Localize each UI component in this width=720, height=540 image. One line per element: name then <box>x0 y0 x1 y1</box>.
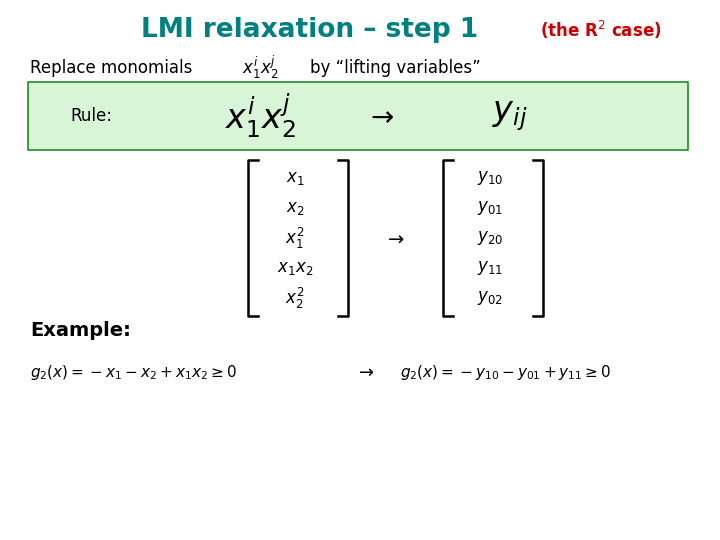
Text: $\rightarrow$: $\rightarrow$ <box>355 363 375 381</box>
Text: $x_1$: $x_1$ <box>286 169 305 187</box>
Text: Replace monomials: Replace monomials <box>30 59 192 77</box>
Text: $x_1^i x_2^j$: $x_1^i x_2^j$ <box>225 92 295 140</box>
Text: $\rightarrow$: $\rightarrow$ <box>365 102 395 130</box>
Text: $g_2(x) = -y_{10} - y_{01} + y_{11} \geq 0$: $g_2(x) = -y_{10} - y_{01} + y_{11} \geq… <box>400 362 611 381</box>
Text: $y_{11}$: $y_{11}$ <box>477 259 503 277</box>
Text: $\rightarrow$: $\rightarrow$ <box>384 228 405 247</box>
Text: (the R$^2$ case): (the R$^2$ case) <box>540 19 662 41</box>
Text: $x_1^i x_2^j$: $x_1^i x_2^j$ <box>242 54 278 82</box>
Text: $y_{ij}$: $y_{ij}$ <box>492 99 528 133</box>
Text: LMI relaxation – step 1: LMI relaxation – step 1 <box>141 17 479 43</box>
Text: $x_1 x_2$: $x_1 x_2$ <box>277 259 313 277</box>
Text: $x_2$: $x_2$ <box>286 199 305 217</box>
Text: Rule:: Rule: <box>70 107 112 125</box>
Text: $g_2(x) = -x_1 - x_2 + x_1 x_2 \geq 0$: $g_2(x) = -x_1 - x_2 + x_1 x_2 \geq 0$ <box>30 362 237 381</box>
Text: $y_{20}$: $y_{20}$ <box>477 229 503 247</box>
Text: $y_{02}$: $y_{02}$ <box>477 289 503 307</box>
Text: $x_1^2$: $x_1^2$ <box>285 226 305 251</box>
Text: by “lifting variables”: by “lifting variables” <box>310 59 481 77</box>
Text: $x_2^2$: $x_2^2$ <box>285 286 305 310</box>
Text: $y_{10}$: $y_{10}$ <box>477 169 503 187</box>
Text: $y_{01}$: $y_{01}$ <box>477 199 503 217</box>
Bar <box>28 82 688 150</box>
Text: Example:: Example: <box>30 321 131 340</box>
